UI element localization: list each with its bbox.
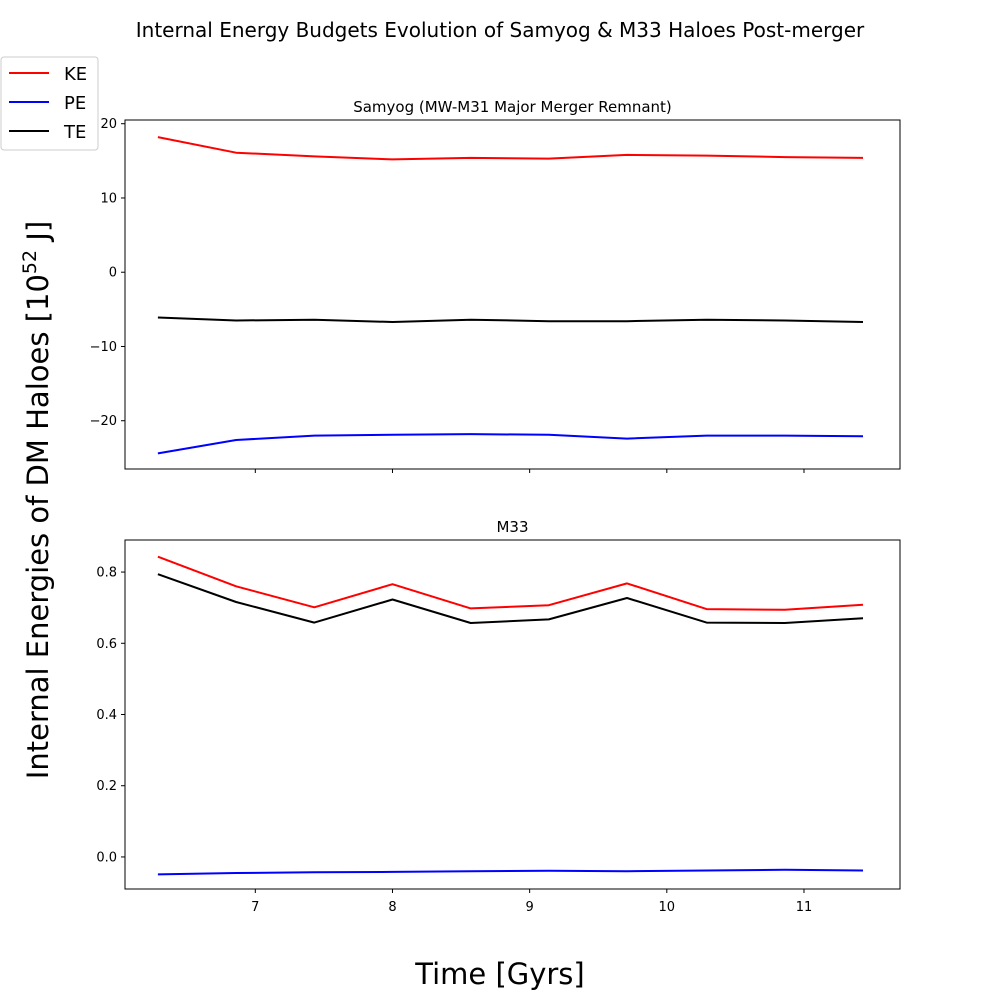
panel-title: Samyog (MW-M31 Major Merger Remnant) bbox=[353, 98, 672, 116]
series-line-te bbox=[157, 573, 864, 624]
x-tick-label: 9 bbox=[526, 900, 534, 915]
figure-xlabel: Time [Gyrs] bbox=[414, 957, 584, 991]
figure-ylabel: Internal Energies of DM Haloes [1052 J] bbox=[19, 221, 55, 779]
ylabel-exponent: 52 bbox=[19, 250, 41, 274]
y-tick-label: 0.0 bbox=[96, 850, 117, 865]
y-tick-label: 10 bbox=[100, 191, 117, 206]
legend-label: KE bbox=[64, 64, 87, 85]
legend-label: PE bbox=[64, 93, 86, 114]
y-tick-label: 20 bbox=[100, 117, 117, 132]
y-tick-label: 0.6 bbox=[96, 637, 117, 652]
x-tick-label: 8 bbox=[388, 900, 396, 915]
legend: KE PE TE bbox=[0, 56, 99, 151]
axes-frame bbox=[124, 119, 901, 470]
series-line-te bbox=[157, 316, 864, 323]
figure-title: Internal Energy Budgets Evolution of Sam… bbox=[136, 18, 865, 42]
x-tick-label: 10 bbox=[659, 900, 676, 915]
y-tick-label: 0.4 bbox=[96, 708, 117, 723]
y-tick-label: −20 bbox=[90, 414, 117, 429]
panel-2: M33 0.0 0.2 0.4 0.6 0.8 7 8 9 10 11 bbox=[96, 518, 901, 915]
ylabel-main: Internal Energies of DM Haloes [10 bbox=[21, 274, 55, 779]
x-tick-label: 7 bbox=[251, 900, 259, 915]
series-line-ke bbox=[157, 555, 864, 611]
panel-1: Samyog (MW-M31 Major Merger Remnant) −20 −… bbox=[90, 98, 901, 473]
legend-frame bbox=[0, 56, 99, 151]
legend-entries: KE PE TE bbox=[9, 64, 87, 143]
x-tick-label: 11 bbox=[796, 900, 813, 915]
y-tick-label: 0.8 bbox=[96, 566, 117, 581]
ylabel-tail: J] bbox=[21, 221, 55, 250]
series-line-pe bbox=[157, 433, 864, 455]
series-line-pe bbox=[157, 868, 864, 876]
legend-label: TE bbox=[63, 122, 86, 143]
series-line-ke bbox=[157, 136, 864, 161]
y-tick-label: −10 bbox=[90, 340, 117, 355]
panel-title: M33 bbox=[496, 518, 528, 536]
axes-frame bbox=[124, 539, 901, 890]
y-tick-label: 0 bbox=[109, 266, 117, 281]
panels: Samyog (MW-M31 Major Merger Remnant) −20 −… bbox=[90, 98, 901, 915]
y-tick-label: 0.2 bbox=[96, 779, 117, 794]
